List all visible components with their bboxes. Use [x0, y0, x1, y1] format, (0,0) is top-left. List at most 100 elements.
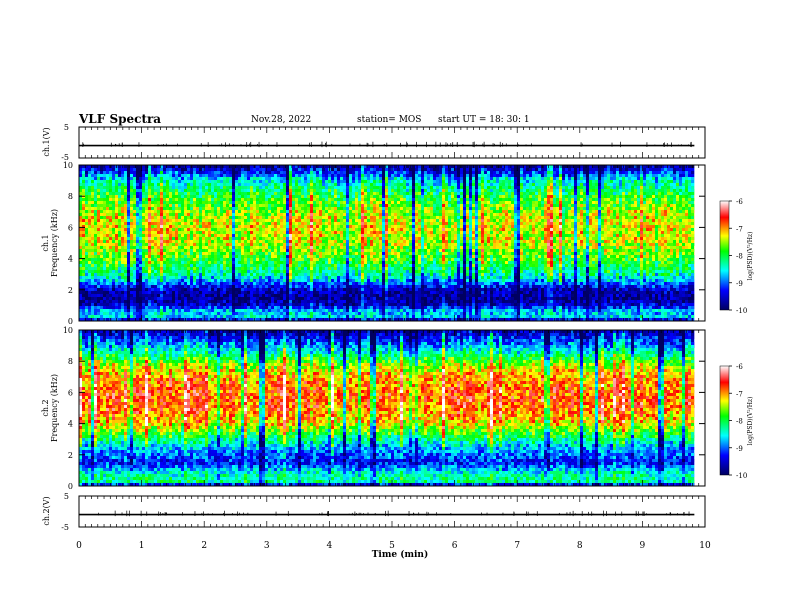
- spectrogram-cell: [676, 297, 679, 300]
- spectrogram-cell: [415, 276, 418, 279]
- spectrogram-cell: [145, 282, 148, 285]
- spectrogram-cell: [487, 267, 490, 270]
- spectrogram-cell: [478, 291, 481, 294]
- spectrogram-cell: [232, 282, 235, 285]
- spectrogram-cell: [487, 276, 490, 279]
- spectrogram-cell: [118, 273, 121, 276]
- spectrogram-cell: [613, 267, 616, 270]
- spectrogram-cell: [409, 291, 412, 294]
- spectrogram-cell: [415, 312, 418, 315]
- spectrogram-cell: [640, 267, 643, 270]
- spectrogram-cell: [412, 297, 415, 300]
- spectrogram-cell: [640, 300, 643, 303]
- spectrogram-cell: [595, 303, 598, 306]
- spectrogram-cell: [154, 303, 157, 306]
- spectrogram-cell: [655, 255, 658, 258]
- spectrogram-cell: [271, 291, 274, 294]
- spectrogram-cell: [370, 276, 373, 279]
- spectrogram-cell: [541, 264, 544, 267]
- spectrogram-cell: [472, 255, 475, 258]
- spectrogram-cell: [364, 255, 367, 258]
- spectrogram-cell: [100, 303, 103, 306]
- spectrogram-cell: [541, 270, 544, 273]
- spectrogram-cell: [265, 261, 268, 264]
- spectrogram-cell: [430, 291, 433, 294]
- spectrogram-cell: [424, 279, 427, 282]
- spectrogram-cell: [490, 315, 493, 318]
- spectrogram-cell: [589, 288, 592, 291]
- spectrogram-cell: [649, 267, 652, 270]
- spectrogram-cell: [451, 261, 454, 264]
- spectrogram-cell: [130, 249, 133, 252]
- spectrogram-cell: [241, 294, 244, 297]
- spectrogram-cell: [109, 285, 112, 288]
- spectrogram-cell: [613, 285, 616, 288]
- spectrogram-cell: [685, 279, 688, 282]
- spectrogram-cell: [91, 255, 94, 258]
- spectrogram-cell: [643, 261, 646, 264]
- spectrogram-cell: [373, 252, 376, 255]
- spectrogram-cell: [394, 264, 397, 267]
- spectrogram-cell: [673, 273, 676, 276]
- spectrogram-cell: [415, 303, 418, 306]
- spectrogram-cell: [619, 270, 622, 273]
- spectrogram-cell: [481, 294, 484, 297]
- spectrogram-cell: [274, 306, 277, 309]
- spectrogram-cell: [193, 261, 196, 264]
- spectrogram-cell: [547, 294, 550, 297]
- spectrogram-cell: [367, 258, 370, 261]
- spectrogram-cell: [493, 315, 496, 318]
- spectrogram-cell: [139, 303, 142, 306]
- spectrogram-cell: [664, 306, 667, 309]
- spectrogram-cell: [508, 276, 511, 279]
- spectrogram-cell: [301, 252, 304, 255]
- spectrogram-cell: [187, 249, 190, 252]
- spectrogram-cell: [313, 273, 316, 276]
- spectrogram-cell: [418, 276, 421, 279]
- spectrogram-cell: [253, 258, 256, 261]
- spectrogram-cell: [421, 279, 424, 282]
- spectrogram-cell: [637, 288, 640, 291]
- spectrogram-cell: [430, 282, 433, 285]
- spectrogram-cell: [334, 261, 337, 264]
- spectrogram-cell: [202, 255, 205, 258]
- spectrogram-cell: [469, 285, 472, 288]
- spectrogram-cell: [106, 297, 109, 300]
- spectrogram-cell: [538, 294, 541, 297]
- spectrogram-cell: [271, 255, 274, 258]
- spectrogram-cell: [181, 249, 184, 252]
- spectrogram-cell: [334, 258, 337, 261]
- spectrogram-cell: [205, 309, 208, 312]
- spectrogram-cell: [349, 264, 352, 267]
- spectrogram-cell: [553, 255, 556, 258]
- spectrogram-cell: [178, 252, 181, 255]
- spectrogram-row: [79, 303, 694, 306]
- spectrogram-cell: [136, 297, 139, 300]
- spectrogram-cell: [397, 270, 400, 273]
- spectrogram-cell: [133, 258, 136, 261]
- spectrogram-cell: [547, 255, 550, 258]
- spectrogram-cell: [439, 261, 442, 264]
- spectrogram-cell: [475, 255, 478, 258]
- spectrogram-cell: [109, 303, 112, 306]
- spectrogram-cell: [391, 270, 394, 273]
- spectrogram-cell: [247, 297, 250, 300]
- spectrogram-cell: [388, 297, 391, 300]
- spectrogram-cell: [235, 306, 238, 309]
- spectrogram-cell: [115, 291, 118, 294]
- spectrogram-cell: [253, 303, 256, 306]
- spectrogram-cell: [385, 282, 388, 285]
- spectrogram-cell: [88, 297, 91, 300]
- spectrogram-cell: [259, 279, 262, 282]
- spectrogram-cell: [658, 279, 661, 282]
- spectrogram-cell: [523, 306, 526, 309]
- spectrogram-cell: [166, 258, 169, 261]
- spectrogram-cell: [286, 315, 289, 318]
- spectrogram-cell: [307, 279, 310, 282]
- spectrogram-cell: [538, 276, 541, 279]
- spectrogram-cell: [181, 285, 184, 288]
- spectrogram-cell: [670, 312, 673, 315]
- spectrogram-cell: [274, 297, 277, 300]
- spectrogram-cell: [133, 249, 136, 252]
- spectrogram-cell: [364, 312, 367, 315]
